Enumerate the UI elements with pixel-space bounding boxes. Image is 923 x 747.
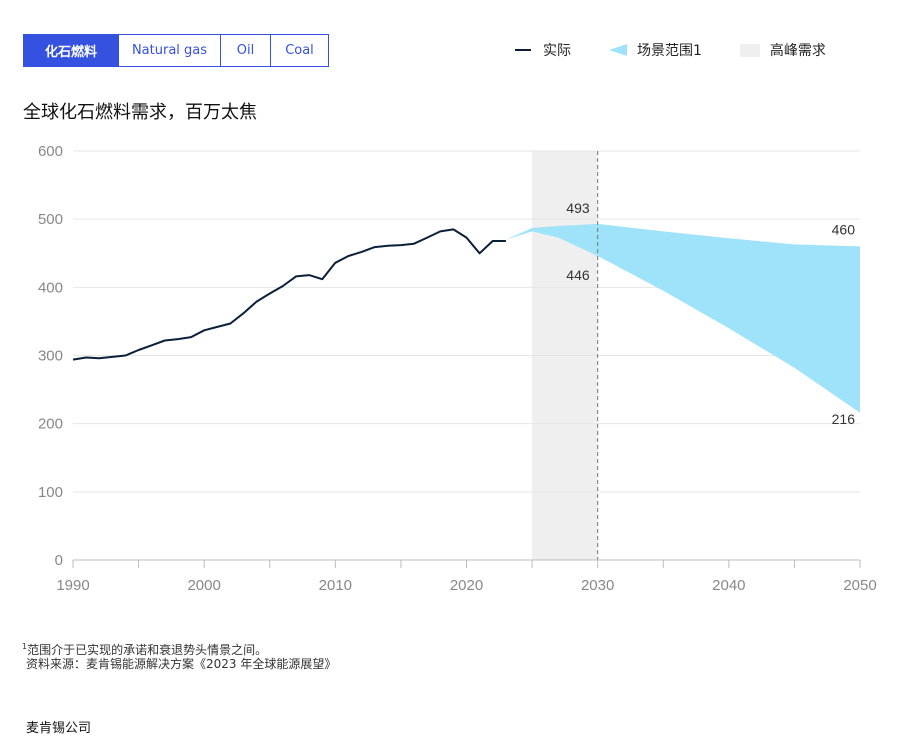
footnote-source: 资料来源：麦肯锡能源解决方案《2023 年全球能源展望》 <box>26 657 337 671</box>
legend-item-peak: 高峰需求 <box>739 40 826 60</box>
chart-legend: 实际 场景范围1 高峰需求 <box>515 40 826 60</box>
fuel-tabs: 化石燃料 Natural gas Oil Coal <box>23 34 329 67</box>
x-tick-label: 2010 <box>319 577 352 594</box>
data-label: 493 <box>566 200 590 216</box>
legend-label-peak: 高峰需求 <box>769 43 826 59</box>
y-tick-label: 600 <box>38 143 63 160</box>
tab-oil[interactable]: Oil <box>221 34 271 67</box>
brand-name: 麦肯锡公司 <box>26 721 92 736</box>
data-label: 216 <box>832 411 856 427</box>
legend-item-actual: 实际 <box>515 40 571 60</box>
x-tick-label: 2020 <box>450 577 483 594</box>
footnote: 1范围介于已实现的承诺和衰退势头情景之间。 资料来源：麦肯锡能源解决方案《202… <box>22 640 336 671</box>
tab-coal[interactable]: Coal <box>271 34 329 67</box>
legend-label-actual: 实际 <box>543 43 571 59</box>
y-tick-label: 0 <box>55 552 63 569</box>
x-tick-label: 1990 <box>56 577 89 594</box>
chart-title: 全球化石燃料需求，百万太焦 <box>23 102 257 123</box>
x-tick-label: 2030 <box>581 577 614 594</box>
data-label: 460 <box>832 221 856 237</box>
y-tick-label: 400 <box>38 279 63 296</box>
scenario-range-area <box>505 223 860 413</box>
actual-demand-line <box>72 228 506 361</box>
footnote-note-line: 1范围介于已实现的承诺和衰退势头情景之间。 <box>22 640 336 657</box>
x-tick-label: 2000 <box>187 577 220 594</box>
y-tick-label: 500 <box>38 211 63 228</box>
scenario-range-swatch <box>609 44 627 56</box>
fossil-fuel-demand-chart: 0 100 200 300 400 500 600 1990 2000 2010 2020 2030 2… <box>38 143 877 594</box>
tab-natural-gas[interactable]: Natural gas <box>119 34 221 67</box>
peak-demand-swatch <box>739 43 760 57</box>
x-tick-label: 2040 <box>712 577 745 594</box>
y-tick-label: 200 <box>38 416 63 433</box>
footnote-note: 范围介于已实现的承诺和衰退势头情景之间。 <box>27 643 268 657</box>
y-tick-label: 300 <box>38 348 63 365</box>
tab-fossil-fuels[interactable]: 化石燃料 <box>23 34 119 67</box>
legend-label-scenario: 场景范围1 <box>637 43 702 59</box>
x-tick-label: 2050 <box>843 577 876 594</box>
data-label: 446 <box>566 267 590 283</box>
legend-item-scenario: 场景范围1 <box>609 40 702 60</box>
actual-line-swatch <box>515 49 531 51</box>
footnote-marker: 1 <box>22 642 28 651</box>
y-tick-label: 100 <box>38 484 63 501</box>
